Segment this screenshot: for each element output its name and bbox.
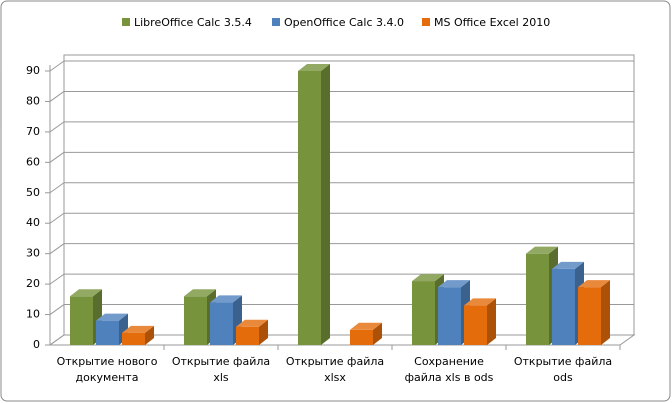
y-tick-label: 20 bbox=[26, 277, 40, 290]
y-tick-label: 0 bbox=[33, 338, 40, 351]
legend-swatch bbox=[422, 18, 430, 26]
grid-line bbox=[49, 121, 65, 133]
grid-line bbox=[49, 304, 65, 315]
x-tick-label: Открытие файла ods bbox=[513, 355, 613, 384]
bar-top bbox=[122, 325, 154, 333]
grid-line bbox=[49, 60, 65, 72]
bar-top bbox=[412, 274, 444, 282]
bar bbox=[350, 329, 373, 345]
bar bbox=[70, 296, 93, 345]
y-tick-label: 30 bbox=[26, 247, 40, 260]
legend-label: OpenOffice Calc 3.4.0 bbox=[284, 16, 404, 29]
bar bbox=[464, 305, 487, 345]
bar-top bbox=[236, 319, 268, 327]
bar bbox=[298, 71, 321, 345]
bar-top bbox=[350, 322, 382, 330]
y-tick-label: 70 bbox=[26, 125, 40, 138]
bar-top bbox=[184, 289, 216, 297]
y-tick-label: 60 bbox=[26, 155, 40, 168]
grid-line bbox=[49, 212, 65, 224]
bar-top bbox=[298, 64, 330, 71]
y-tick-label: 50 bbox=[26, 186, 40, 199]
y-tick-label: 40 bbox=[26, 216, 40, 229]
grid-line bbox=[49, 334, 65, 346]
grid-line bbox=[49, 182, 65, 194]
y-tick-label: 10 bbox=[26, 308, 40, 321]
grid-line bbox=[49, 151, 65, 163]
y-tick-label: 80 bbox=[26, 94, 40, 107]
bar-top bbox=[526, 246, 558, 254]
bar bbox=[184, 296, 207, 345]
bar bbox=[122, 332, 145, 345]
bar-side bbox=[601, 280, 610, 345]
x-tick-label: Открытие файла xlsx bbox=[285, 355, 385, 384]
legend-swatch bbox=[272, 18, 280, 26]
y-tick-label: 90 bbox=[26, 64, 40, 77]
bar-side bbox=[321, 64, 330, 345]
bar-top bbox=[552, 261, 584, 269]
bar-top bbox=[70, 289, 102, 297]
bar-top bbox=[210, 295, 242, 303]
bar-side bbox=[373, 322, 382, 345]
grid-line bbox=[49, 91, 65, 102]
legend-swatch bbox=[122, 18, 130, 26]
bar bbox=[438, 287, 461, 345]
bar bbox=[210, 302, 233, 345]
x-tick-label: Сохранение файла xls в ods bbox=[404, 355, 494, 384]
grid-line bbox=[49, 243, 65, 255]
bar-top bbox=[96, 313, 128, 321]
bar bbox=[412, 281, 435, 345]
bar-side bbox=[259, 319, 268, 345]
bar bbox=[578, 287, 601, 345]
bar-side bbox=[145, 325, 154, 345]
bar-side bbox=[487, 298, 496, 345]
legend-label: MS Office Excel 2010 bbox=[434, 16, 550, 29]
bar-top bbox=[578, 280, 610, 288]
grid-line bbox=[49, 273, 65, 285]
bar-top bbox=[464, 298, 496, 306]
x-tick-label: Открытие файла xls bbox=[171, 355, 271, 384]
x-tick-label: Открытие нового документа bbox=[56, 355, 158, 384]
bar bbox=[526, 253, 549, 345]
bar bbox=[552, 268, 575, 345]
bar-top bbox=[438, 280, 470, 288]
legend-label: LibreOffice Calc 3.5.4 bbox=[134, 16, 252, 29]
bar bbox=[96, 320, 119, 345]
bar bbox=[236, 326, 259, 345]
